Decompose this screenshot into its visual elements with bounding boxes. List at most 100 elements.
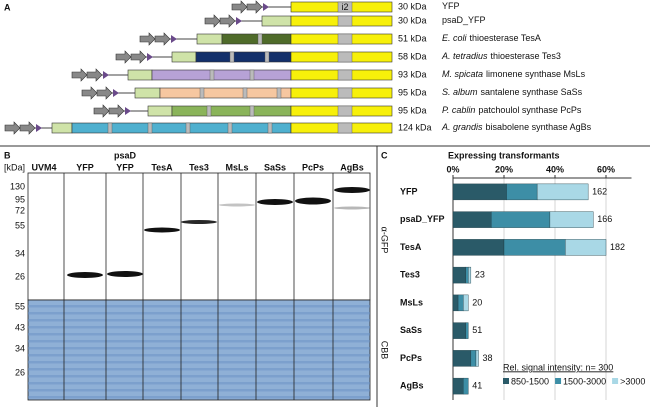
- bar: [452, 239, 505, 256]
- promoter-arrow: [219, 14, 236, 28]
- side-label: α-GFP: [380, 227, 390, 254]
- panel-letter: C: [381, 150, 388, 160]
- intron: [185, 122, 191, 134]
- legend-title: Rel. signal intensity: n= 300: [503, 362, 613, 372]
- intron: [276, 87, 282, 99]
- bar: [549, 211, 594, 228]
- unit: [kDa]: [4, 162, 25, 172]
- name: limonene synthase MsLs: [486, 69, 586, 79]
- cbb-band: [28, 305, 370, 308]
- name: thioesterase Tes3: [491, 51, 561, 61]
- chart-title: Expressing transformants: [448, 150, 560, 160]
- count-label: 38: [483, 353, 493, 363]
- species: A. grandis: [441, 122, 483, 132]
- cbb-gel: [27, 299, 371, 401]
- tag-arrow: [113, 89, 119, 97]
- count-label: 20: [472, 297, 482, 307]
- promoter-arrow: [108, 104, 125, 118]
- band: [257, 199, 293, 205]
- bar: [470, 350, 477, 367]
- promoter-arrow: [4, 121, 21, 135]
- band: [334, 206, 370, 210]
- bar: [506, 183, 538, 201]
- lane-label: YFP: [116, 162, 134, 172]
- kda-label: 95 kDa: [398, 87, 427, 97]
- intron: [249, 69, 255, 81]
- gene-segment: [71, 122, 292, 134]
- band: [334, 187, 370, 193]
- intron: [337, 1, 353, 13]
- intron-label: i2: [341, 2, 348, 12]
- bar: [463, 377, 469, 395]
- gene-segment: [261, 15, 292, 27]
- bar: [536, 183, 589, 201]
- construct-label: psaD_YFP: [442, 15, 486, 25]
- marker: 26: [15, 367, 25, 377]
- promoter-arrow: [81, 86, 98, 100]
- intron: [227, 122, 233, 134]
- y-tick-label: MsLs: [400, 297, 423, 307]
- intron: [264, 51, 270, 63]
- promoter-arrow: [96, 86, 113, 100]
- tag-arrow: [263, 3, 269, 11]
- band: [295, 197, 331, 205]
- tag-arrow: [147, 53, 153, 61]
- promoter-arrow: [154, 32, 171, 46]
- intron: [147, 122, 153, 134]
- kda-label: 51 kDa: [398, 33, 427, 43]
- bar: [465, 266, 469, 284]
- gene-segment: [134, 87, 161, 99]
- bar: [452, 350, 472, 367]
- cbb-band: [28, 368, 370, 371]
- count-label: 23: [475, 270, 485, 280]
- band: [219, 203, 255, 207]
- gene-segment: [151, 69, 292, 81]
- y-tick-label: SaSs: [400, 325, 422, 335]
- construct-label: S. album santalene synthase SaSs: [442, 87, 583, 97]
- bar: [452, 377, 464, 395]
- intron: [337, 69, 353, 81]
- name: santalene synthase SaSs: [481, 87, 583, 97]
- intron: [337, 15, 353, 27]
- tag-arrow: [125, 107, 131, 115]
- lane-label: SaSs: [264, 162, 286, 172]
- legend-label: 850-1500: [511, 376, 549, 386]
- gene-segment: [195, 51, 292, 63]
- y-tick-label: Tes3: [400, 270, 420, 280]
- intron: [209, 69, 215, 81]
- intron: [199, 87, 205, 99]
- legend-swatch: [612, 378, 619, 384]
- bar: [565, 239, 607, 256]
- tag-arrow: [171, 35, 177, 43]
- kda-label: 93 kDa: [398, 69, 427, 79]
- band: [107, 271, 143, 277]
- tag-arrow: [103, 71, 109, 79]
- legend-label: >3000: [620, 376, 645, 386]
- marker: 26: [15, 271, 25, 281]
- lane-label: AgBs: [340, 162, 364, 172]
- legend-label: 1500-3000: [563, 376, 606, 386]
- name: patchoulol synthase PcPs: [478, 105, 582, 115]
- lane-label: psaD: [114, 150, 137, 160]
- gene-segment: [159, 87, 292, 99]
- gene-segment: [51, 122, 73, 134]
- promoter-arrow: [71, 68, 88, 82]
- cbb-band: [28, 361, 370, 364]
- count-label: 162: [592, 186, 607, 196]
- y-tick-label: YFP: [400, 186, 418, 196]
- y-tick-label: psaD_YFP: [400, 214, 445, 224]
- construct-label: M. spicata limonene synthase MsLs: [442, 69, 586, 79]
- cbb-band: [28, 319, 370, 322]
- gene-segment: [196, 33, 223, 45]
- x-tick-label: 60%: [597, 164, 615, 174]
- bar: [452, 211, 492, 228]
- species: S. album: [442, 87, 478, 97]
- count-label: 51: [472, 325, 482, 335]
- band: [181, 220, 217, 224]
- intron: [257, 33, 263, 45]
- intron: [249, 105, 255, 117]
- bar: [457, 294, 464, 312]
- name: psaD_YFP: [442, 15, 486, 25]
- gene-segment: [171, 105, 292, 117]
